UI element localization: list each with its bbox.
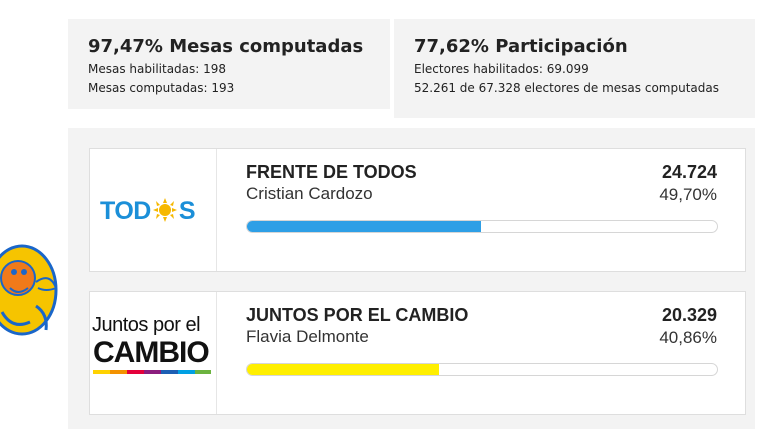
vote-progress-bar: [246, 220, 718, 233]
party-name: JUNTOS POR EL CAMBIO: [246, 305, 469, 325]
jxc-logo-line2: CAMBIO: [93, 336, 210, 369]
jxc-color-stripe: [93, 370, 211, 374]
vote-percent: 49,70%: [659, 185, 717, 204]
party-name: FRENTE DE TODOS: [246, 162, 417, 182]
juntos-por-el-cambio-logo: Juntos por el CAMBIO: [90, 292, 216, 414]
candidate-name: Cristian Cardozo: [246, 184, 373, 203]
participacion-stat-box: 77,62% Participación Electores habilitad…: [394, 19, 755, 118]
mesas-habilitadas: Mesas habilitadas: 198: [88, 62, 227, 76]
results-panel: TOD S FRENTE DE TODOS Cristi: [68, 128, 755, 429]
vote-count: 24.724: [661, 162, 717, 182]
vote-progress-fill: [247, 364, 440, 375]
vote-progress-fill: [247, 221, 481, 232]
result-card-juntos-por-el-cambio: Juntos por el CAMBIO JUNTOS POR EL CAMBI…: [89, 291, 746, 415]
frente-de-todos-logo: TOD S: [90, 149, 216, 271]
sun-icon: [152, 198, 177, 222]
electores-computados: 52.261 de 67.328 electores de mesas comp…: [414, 81, 719, 95]
electores-habilitados: Electores habilitados: 69.099: [414, 62, 589, 76]
vote-percent: 40,86%: [659, 328, 717, 347]
mesas-stat-box: 97,47% Mesas computadas Mesas habilitada…: [68, 19, 390, 109]
jxc-logo-line1: Juntos por el: [92, 314, 201, 336]
candidate-name: Flavia Delmonte: [246, 327, 369, 346]
todos-logo-text-s: S: [178, 197, 196, 225]
vote-progress-bar: [246, 363, 718, 376]
participacion-title: 77,62% Participación: [414, 36, 628, 57]
todos-logo-text-tod: TOD: [100, 197, 151, 225]
result-card-frente-de-todos: TOD S FRENTE DE TODOS Cristi: [89, 148, 746, 272]
vote-count: 20.329: [661, 305, 717, 325]
mesas-computadas-title: 97,47% Mesas computadas: [88, 36, 364, 57]
crab-mascot-icon: [0, 244, 58, 336]
mesas-computadas: Mesas computadas: 193: [88, 81, 235, 95]
